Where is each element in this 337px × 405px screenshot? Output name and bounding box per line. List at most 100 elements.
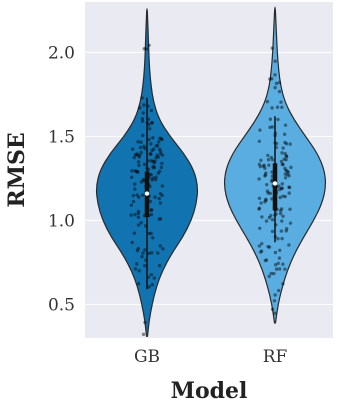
data-point <box>289 165 293 170</box>
data-point <box>284 154 289 158</box>
data-point <box>257 139 262 144</box>
data-point <box>266 153 270 158</box>
data-point <box>143 320 147 325</box>
data-point <box>267 245 272 249</box>
data-point <box>157 147 162 151</box>
data-point <box>133 153 138 157</box>
data-point <box>258 226 262 230</box>
data-point <box>147 123 151 127</box>
data-point <box>149 208 154 213</box>
data-point <box>283 267 287 271</box>
strip-points <box>129 43 293 337</box>
data-point <box>281 214 285 218</box>
data-point <box>267 163 271 167</box>
data-point <box>151 147 156 151</box>
data-point <box>143 146 147 151</box>
data-point <box>157 140 161 144</box>
data-point <box>159 165 164 170</box>
data-point <box>149 208 154 212</box>
data-point <box>137 163 141 168</box>
data-point <box>136 209 141 214</box>
data-point <box>280 182 285 186</box>
data-point <box>268 117 273 121</box>
data-point <box>281 162 285 167</box>
data-point <box>280 151 284 155</box>
data-point <box>264 219 269 223</box>
data-point <box>270 307 275 312</box>
data-point <box>138 145 143 150</box>
data-point <box>151 176 155 180</box>
data-point <box>269 271 273 276</box>
data-point <box>284 157 288 162</box>
data-point <box>136 246 140 251</box>
data-point <box>276 261 280 266</box>
data-point <box>282 157 286 161</box>
data-point <box>270 46 274 50</box>
data-point <box>150 178 154 182</box>
data-point <box>154 155 158 160</box>
data-point <box>147 137 151 142</box>
data-point <box>270 77 274 81</box>
data-point <box>277 256 282 260</box>
data-point <box>161 247 165 251</box>
data-point <box>280 186 284 191</box>
data-point <box>152 165 156 169</box>
data-point <box>278 248 282 252</box>
data-point <box>259 249 264 253</box>
data-point <box>136 282 141 286</box>
data-point <box>155 143 160 148</box>
data-point <box>131 193 136 198</box>
data-point <box>151 236 155 240</box>
data-point <box>135 153 139 157</box>
data-point <box>278 187 282 192</box>
data-point <box>153 195 157 199</box>
data-point <box>267 274 271 279</box>
data-point <box>257 196 262 201</box>
data-point <box>158 201 163 205</box>
data-point <box>158 169 162 174</box>
data-point <box>269 213 273 218</box>
data-point <box>150 148 154 153</box>
data-point <box>279 100 283 104</box>
data-point <box>147 43 151 48</box>
data-point <box>283 194 287 199</box>
data-point <box>258 164 263 169</box>
data-point <box>140 193 145 197</box>
data-point <box>265 99 270 104</box>
data-point <box>273 311 277 315</box>
data-point <box>264 171 268 175</box>
y-tick-label: 2.0 <box>48 43 75 63</box>
data-point <box>270 106 274 110</box>
x-axis-title: Model <box>171 378 248 404</box>
data-point <box>284 168 288 173</box>
data-point <box>268 77 272 81</box>
data-point <box>149 108 154 113</box>
inner-boxes <box>144 97 278 290</box>
data-point <box>266 158 271 162</box>
data-point <box>157 196 161 201</box>
data-point <box>278 211 283 216</box>
data-point <box>258 128 262 132</box>
data-point <box>278 195 282 200</box>
data-point <box>273 250 278 255</box>
data-point <box>279 207 284 211</box>
data-point <box>141 133 145 138</box>
data-point <box>267 215 272 220</box>
data-point <box>273 293 277 297</box>
data-point <box>287 174 291 178</box>
data-point <box>273 85 277 90</box>
x-tick-label: RF <box>263 347 288 367</box>
data-point <box>129 213 133 217</box>
data-point <box>160 184 165 188</box>
data-point <box>288 142 292 146</box>
data-point <box>131 199 136 204</box>
data-point <box>278 208 283 213</box>
data-point <box>284 142 289 146</box>
data-point <box>149 250 154 255</box>
data-point <box>266 244 270 249</box>
data-point <box>135 262 139 266</box>
data-point <box>138 106 142 110</box>
data-point <box>156 171 161 175</box>
data-point <box>281 282 285 286</box>
median-gb <box>144 191 150 196</box>
